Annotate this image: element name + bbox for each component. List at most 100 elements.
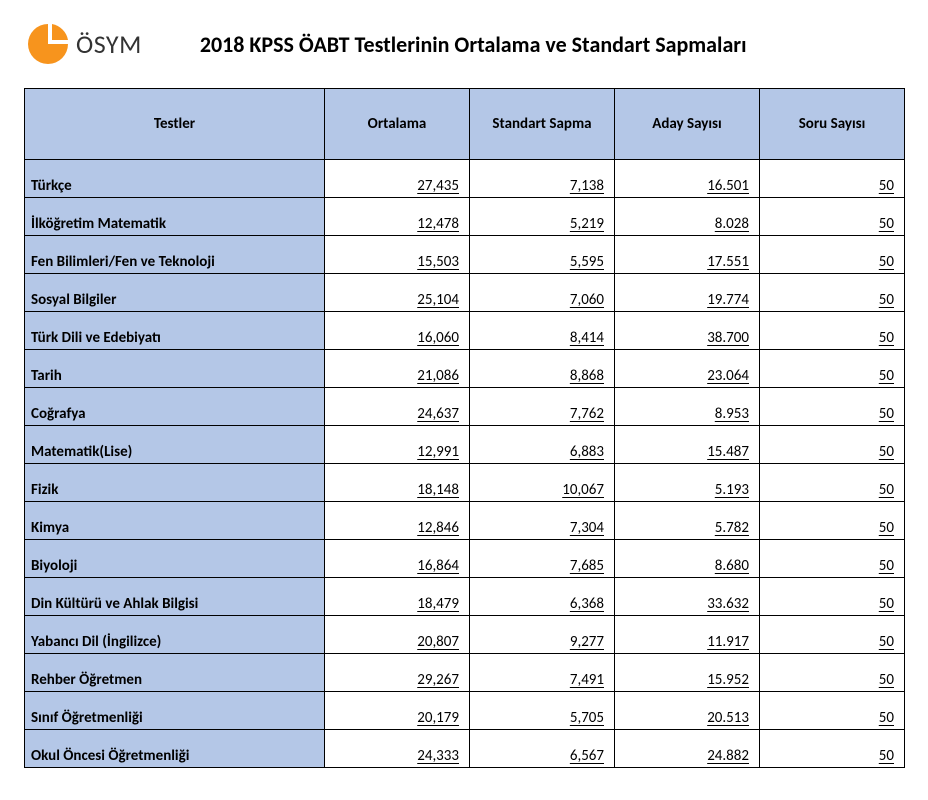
table-row: Fen Bilimleri/Fen ve Teknoloji15,5035,59…	[25, 236, 905, 274]
cell-ortalama: 25,104	[325, 274, 470, 312]
cell-sapma: 7,060	[470, 274, 615, 312]
cell-aday: 24.882	[615, 730, 760, 768]
cell-sapma: 8,868	[470, 350, 615, 388]
cell-sapma: 9,277	[470, 616, 615, 654]
col-header-sapma: Standart Sapma	[470, 89, 615, 160]
cell-sapma: 6,883	[470, 426, 615, 464]
cell-sapma: 7,685	[470, 540, 615, 578]
table-row: Coğrafya24,6377,7628.95350	[25, 388, 905, 426]
cell-ortalama: 12,846	[325, 502, 470, 540]
stats-table: Testler Ortalama Standart Sapma Aday Say…	[24, 88, 905, 768]
cell-sapma: 7,304	[470, 502, 615, 540]
osym-logo-mark	[24, 20, 72, 68]
cell-sapma: 7,762	[470, 388, 615, 426]
cell-ortalama: 21,086	[325, 350, 470, 388]
col-header-testler: Testler	[25, 89, 325, 160]
table-row: Türkçe27,4357,13816.50150	[25, 160, 905, 198]
osym-logo: ÖSYM	[24, 20, 142, 68]
cell-aday: 5.782	[615, 502, 760, 540]
table-row: Sosyal Bilgiler25,1047,06019.77450	[25, 274, 905, 312]
table-row: Yabancı Dil (İngilizce)20,8079,27711.917…	[25, 616, 905, 654]
row-label: İlköğretim Matematik	[25, 198, 325, 236]
row-label: Fizik	[25, 464, 325, 502]
cell-sapma: 7,491	[470, 654, 615, 692]
cell-ortalama: 24,333	[325, 730, 470, 768]
row-label: Kimya	[25, 502, 325, 540]
cell-soru: 50	[760, 274, 905, 312]
cell-soru: 50	[760, 350, 905, 388]
row-label: Fen Bilimleri/Fen ve Teknoloji	[25, 236, 325, 274]
cell-ortalama: 16,060	[325, 312, 470, 350]
row-label: Biyoloji	[25, 540, 325, 578]
cell-soru: 50	[760, 312, 905, 350]
page-header: ÖSYM 2018 KPSS ÖABT Testlerinin Ortalama…	[24, 20, 904, 68]
cell-soru: 50	[760, 540, 905, 578]
cell-sapma: 6,567	[470, 730, 615, 768]
cell-soru: 50	[760, 426, 905, 464]
cell-aday: 19.774	[615, 274, 760, 312]
cell-aday: 8.680	[615, 540, 760, 578]
row-label: Türk Dili ve Edebiyatı	[25, 312, 325, 350]
cell-sapma: 5,595	[470, 236, 615, 274]
table-row: Kimya12,8467,3045.78250	[25, 502, 905, 540]
cell-aday: 17.551	[615, 236, 760, 274]
cell-soru: 50	[760, 692, 905, 730]
table-row: Türk Dili ve Edebiyatı16,0608,41438.7005…	[25, 312, 905, 350]
cell-aday: 15.487	[615, 426, 760, 464]
col-header-aday: Aday Sayısı	[615, 89, 760, 160]
table-header-row: Testler Ortalama Standart Sapma Aday Say…	[25, 89, 905, 160]
cell-ortalama: 27,435	[325, 160, 470, 198]
table-row: Tarih21,0868,86823.06450	[25, 350, 905, 388]
row-label: Okul Öncesi Öğretmenliği	[25, 730, 325, 768]
row-label: Rehber Öğretmen	[25, 654, 325, 692]
cell-aday: 38.700	[615, 312, 760, 350]
row-label: Matematik(Lise)	[25, 426, 325, 464]
cell-ortalama: 18,148	[325, 464, 470, 502]
cell-ortalama: 16,864	[325, 540, 470, 578]
cell-sapma: 6,368	[470, 578, 615, 616]
row-label: Sınıf Öğretmenliği	[25, 692, 325, 730]
cell-soru: 50	[760, 236, 905, 274]
cell-ortalama: 12,478	[325, 198, 470, 236]
cell-aday: 8.028	[615, 198, 760, 236]
cell-soru: 50	[760, 616, 905, 654]
cell-soru: 50	[760, 388, 905, 426]
row-label: Coğrafya	[25, 388, 325, 426]
cell-soru: 50	[760, 502, 905, 540]
cell-sapma: 7,138	[470, 160, 615, 198]
cell-aday: 33.632	[615, 578, 760, 616]
cell-aday: 15.952	[615, 654, 760, 692]
table-row: Rehber Öğretmen29,2677,49115.95250	[25, 654, 905, 692]
cell-soru: 50	[760, 198, 905, 236]
cell-ortalama: 29,267	[325, 654, 470, 692]
cell-sapma: 5,219	[470, 198, 615, 236]
table-row: Din Kültürü ve Ahlak Bilgisi18,4796,3683…	[25, 578, 905, 616]
table-row: İlköğretim Matematik12,4785,2198.02850	[25, 198, 905, 236]
cell-ortalama: 18,479	[325, 578, 470, 616]
cell-aday: 8.953	[615, 388, 760, 426]
cell-soru: 50	[760, 464, 905, 502]
cell-ortalama: 24,637	[325, 388, 470, 426]
cell-aday: 23.064	[615, 350, 760, 388]
col-header-ortalama: Ortalama	[325, 89, 470, 160]
cell-aday: 5.193	[615, 464, 760, 502]
table-row: Sınıf Öğretmenliği20,1795,70520.51350	[25, 692, 905, 730]
cell-aday: 20.513	[615, 692, 760, 730]
page-title: 2018 KPSS ÖABT Testlerinin Ortalama ve S…	[200, 31, 904, 58]
cell-ortalama: 20,179	[325, 692, 470, 730]
cell-aday: 16.501	[615, 160, 760, 198]
row-label: Yabancı Dil (İngilizce)	[25, 616, 325, 654]
cell-soru: 50	[760, 160, 905, 198]
cell-ortalama: 20,807	[325, 616, 470, 654]
row-label: Din Kültürü ve Ahlak Bilgisi	[25, 578, 325, 616]
cell-ortalama: 15,503	[325, 236, 470, 274]
cell-soru: 50	[760, 578, 905, 616]
row-label: Sosyal Bilgiler	[25, 274, 325, 312]
cell-soru: 50	[760, 654, 905, 692]
row-label: Türkçe	[25, 160, 325, 198]
table-row: Fizik18,14810,0675.19350	[25, 464, 905, 502]
cell-sapma: 8,414	[470, 312, 615, 350]
cell-aday: 11.917	[615, 616, 760, 654]
table-row: Matematik(Lise)12,9916,88315.48750	[25, 426, 905, 464]
table-row: Biyoloji16,8647,6858.68050	[25, 540, 905, 578]
